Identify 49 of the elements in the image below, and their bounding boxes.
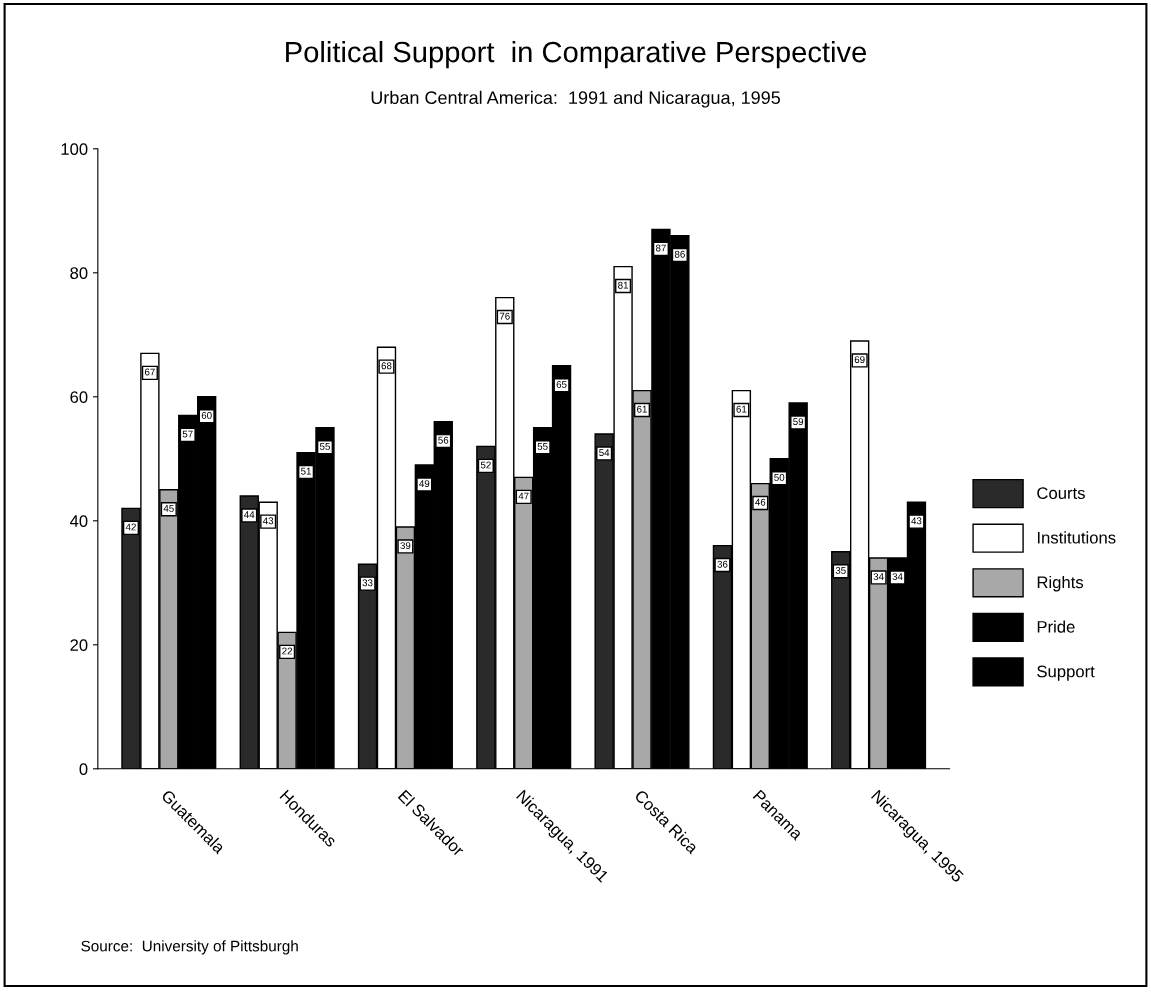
source-note: Source: University of Pittsburgh: [81, 940, 298, 955]
data-label: 56: [438, 436, 449, 444]
data-label: 34: [892, 573, 903, 581]
y-tick-label: 80: [70, 267, 88, 279]
data-label: 59: [793, 418, 804, 426]
legend-label: Institutions: [1037, 531, 1116, 544]
chart-subtitle: Urban Central America: 1991 and Nicaragua, 1995: [371, 90, 781, 108]
data-label: 50: [774, 473, 785, 481]
data-label: 55: [537, 443, 548, 450]
data-label: 54: [599, 449, 610, 457]
data-label: 65: [556, 380, 567, 388]
legend-label: Pride: [1037, 620, 1075, 633]
data-label: 44: [244, 511, 255, 518]
data-label: 36: [717, 560, 728, 568]
chart-title: Political Support in Comparative Perspective: [286, 40, 867, 69]
data-label: 47: [518, 492, 529, 500]
legend-label: Courts: [1037, 487, 1085, 500]
y-tick-label: 20: [70, 639, 88, 651]
data-label: 42: [125, 523, 136, 531]
data-label: 67: [144, 368, 155, 376]
data-label: 43: [911, 517, 922, 525]
data-label: 33: [362, 579, 373, 587]
y-tick-label: 60: [70, 391, 88, 403]
data-label: 86: [674, 250, 685, 258]
data-label: 69: [854, 356, 865, 364]
y-tick-label: 40: [69, 515, 88, 527]
data-label: 57: [182, 430, 193, 438]
data-label: 55: [319, 443, 330, 450]
legend-label: Rights: [1037, 575, 1084, 592]
data-label: 61: [736, 405, 747, 413]
data-label: 43: [263, 517, 274, 525]
data-label: 61: [637, 405, 647, 413]
legend-label: Support: [1037, 665, 1095, 681]
data-label: 60: [201, 411, 212, 419]
data-label: 76: [499, 312, 510, 320]
data-label: 35: [835, 566, 846, 574]
data-label: 49: [419, 480, 430, 488]
data-label: 81: [618, 281, 629, 289]
y-tick-label: 100: [61, 143, 88, 155]
data-label: 51: [301, 467, 311, 475]
data-label: 52: [480, 461, 491, 469]
data-label: 22: [282, 647, 293, 655]
data-label: 39: [400, 542, 411, 550]
data-label: 46: [755, 498, 766, 506]
data-label: 45: [163, 505, 174, 512]
data-label: 34: [873, 573, 884, 581]
data-label: 87: [655, 244, 666, 252]
y-tick-label: 0: [79, 763, 88, 775]
data-label: 68: [381, 362, 392, 370]
